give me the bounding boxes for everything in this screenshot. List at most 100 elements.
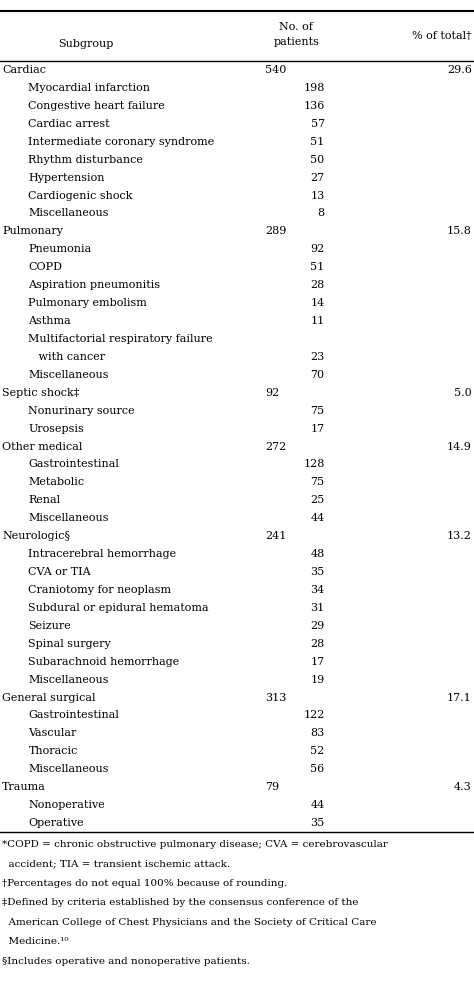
Text: †Percentages do not equal 100% because of rounding.: †Percentages do not equal 100% because o… <box>2 879 288 888</box>
Text: 75: 75 <box>310 477 325 487</box>
Text: 92: 92 <box>265 388 280 398</box>
Text: Vascular: Vascular <box>28 729 77 738</box>
Text: Cardiogenic shock: Cardiogenic shock <box>28 191 133 200</box>
Text: 34: 34 <box>310 585 325 595</box>
Text: Nonoperative: Nonoperative <box>28 800 105 810</box>
Text: Seizure: Seizure <box>28 621 71 630</box>
Text: 56: 56 <box>310 764 325 774</box>
Text: CVA or TIA: CVA or TIA <box>28 567 91 577</box>
Text: 4.3: 4.3 <box>454 783 472 792</box>
Text: Intermediate coronary syndrome: Intermediate coronary syndrome <box>28 136 215 146</box>
Text: Renal: Renal <box>28 495 61 506</box>
Text: Subgroup: Subgroup <box>58 38 113 49</box>
Text: 70: 70 <box>310 370 325 380</box>
Text: 540: 540 <box>265 65 287 75</box>
Text: 289: 289 <box>265 227 287 237</box>
Text: Trauma: Trauma <box>2 783 46 792</box>
Text: 198: 198 <box>303 83 325 93</box>
Text: Craniotomy for neoplasm: Craniotomy for neoplasm <box>28 585 172 595</box>
Text: 8: 8 <box>318 208 325 219</box>
Text: 14.9: 14.9 <box>447 442 472 452</box>
Text: 57: 57 <box>310 119 325 129</box>
Text: patients: patients <box>273 37 319 47</box>
Text: Miscellaneous: Miscellaneous <box>28 764 109 774</box>
Text: 128: 128 <box>303 460 325 469</box>
Text: COPD: COPD <box>28 262 63 272</box>
Text: 272: 272 <box>265 442 287 452</box>
Text: 241: 241 <box>265 531 287 541</box>
Text: 48: 48 <box>310 549 325 559</box>
Text: 51: 51 <box>310 262 325 272</box>
Text: Medicine.¹⁰: Medicine.¹⁰ <box>2 937 69 947</box>
Text: 27: 27 <box>310 173 325 183</box>
Text: accident; TIA = transient ischemic attack.: accident; TIA = transient ischemic attac… <box>2 859 230 868</box>
Text: 51: 51 <box>310 136 325 146</box>
Text: Pulmonary: Pulmonary <box>2 227 64 237</box>
Text: 19: 19 <box>310 675 325 684</box>
Text: Thoracic: Thoracic <box>28 746 78 756</box>
Text: Myocardial infarction: Myocardial infarction <box>28 83 150 93</box>
Text: ‡Defined by criteria established by the consensus conference of the: ‡Defined by criteria established by the … <box>2 899 359 907</box>
Text: 79: 79 <box>265 783 280 792</box>
Text: Miscellaneous: Miscellaneous <box>28 514 109 523</box>
Text: Hypertension: Hypertension <box>28 173 105 183</box>
Text: Subdural or epidural hematoma: Subdural or epidural hematoma <box>28 603 209 613</box>
Text: General surgical: General surgical <box>2 692 96 702</box>
Text: 5.0: 5.0 <box>454 388 472 398</box>
Text: Cardiac: Cardiac <box>2 65 46 75</box>
Text: 44: 44 <box>310 514 325 523</box>
Text: 25: 25 <box>310 495 325 506</box>
Text: 83: 83 <box>310 729 325 738</box>
Text: Subarachnoid hemorrhage: Subarachnoid hemorrhage <box>28 657 180 667</box>
Text: 23: 23 <box>310 352 325 362</box>
Text: Aspiration pneumonitis: Aspiration pneumonitis <box>28 280 161 291</box>
Text: 44: 44 <box>310 800 325 810</box>
Text: Intracerebral hemorrhage: Intracerebral hemorrhage <box>28 549 176 559</box>
Text: 50: 50 <box>310 155 325 165</box>
Text: 92: 92 <box>310 245 325 254</box>
Text: 11: 11 <box>310 316 325 326</box>
Text: *COPD = chronic obstructive pulmonary disease; CVA = cerebrovascular: *COPD = chronic obstructive pulmonary di… <box>2 840 388 849</box>
Text: Metabolic: Metabolic <box>28 477 84 487</box>
Text: Miscellaneous: Miscellaneous <box>28 370 109 380</box>
Text: 29: 29 <box>310 621 325 630</box>
Text: Miscellaneous: Miscellaneous <box>28 675 109 684</box>
Text: 14: 14 <box>310 299 325 308</box>
Text: 28: 28 <box>310 280 325 291</box>
Text: 313: 313 <box>265 692 287 702</box>
Text: 35: 35 <box>310 818 325 828</box>
Text: Gastrointestinal: Gastrointestinal <box>28 460 119 469</box>
Text: No. of: No. of <box>279 23 313 32</box>
Text: American College of Chest Physicians and the Society of Critical Care: American College of Chest Physicians and… <box>2 918 377 927</box>
Text: Rhythm disturbance: Rhythm disturbance <box>28 155 143 165</box>
Text: 75: 75 <box>310 406 325 415</box>
Text: Asthma: Asthma <box>28 316 71 326</box>
Text: Nonurinary source: Nonurinary source <box>28 406 135 415</box>
Text: with cancer: with cancer <box>28 352 106 362</box>
Text: 17.1: 17.1 <box>447 692 472 702</box>
Text: Multifactorial respiratory failure: Multifactorial respiratory failure <box>28 334 213 344</box>
Text: 28: 28 <box>310 638 325 649</box>
Text: Other medical: Other medical <box>2 442 83 452</box>
Text: 13.2: 13.2 <box>447 531 472 541</box>
Text: Pulmonary embolism: Pulmonary embolism <box>28 299 147 308</box>
Text: 35: 35 <box>310 567 325 577</box>
Text: 136: 136 <box>303 101 325 111</box>
Text: Congestive heart failure: Congestive heart failure <box>28 101 165 111</box>
Text: Urosepsis: Urosepsis <box>28 423 84 434</box>
Text: Operative: Operative <box>28 818 84 828</box>
Text: 122: 122 <box>303 710 325 721</box>
Text: 17: 17 <box>310 657 325 667</box>
Text: Septic shock‡: Septic shock‡ <box>2 388 80 398</box>
Text: 15.8: 15.8 <box>447 227 472 237</box>
Text: 29.6: 29.6 <box>447 65 472 75</box>
Text: 13: 13 <box>310 191 325 200</box>
Text: Pneumonia: Pneumonia <box>28 245 91 254</box>
Text: §Includes operative and nonoperative patients.: §Includes operative and nonoperative pat… <box>2 956 250 965</box>
Text: % of total†: % of total† <box>412 31 472 41</box>
Text: 52: 52 <box>310 746 325 756</box>
Text: Neurologic§: Neurologic§ <box>2 531 70 541</box>
Text: Cardiac arrest: Cardiac arrest <box>28 119 110 129</box>
Text: Gastrointestinal: Gastrointestinal <box>28 710 119 721</box>
Text: 31: 31 <box>310 603 325 613</box>
